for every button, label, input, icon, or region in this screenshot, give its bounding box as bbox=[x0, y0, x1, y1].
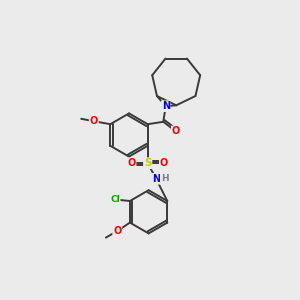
Text: N: N bbox=[152, 174, 160, 184]
Text: O: O bbox=[172, 126, 180, 136]
Text: N: N bbox=[162, 101, 170, 111]
Text: O: O bbox=[128, 158, 136, 168]
Text: O: O bbox=[160, 158, 168, 168]
Text: O: O bbox=[90, 116, 98, 126]
Text: S: S bbox=[144, 158, 152, 168]
Text: O: O bbox=[113, 226, 122, 236]
Text: H: H bbox=[161, 174, 168, 183]
Text: Cl: Cl bbox=[110, 195, 120, 204]
